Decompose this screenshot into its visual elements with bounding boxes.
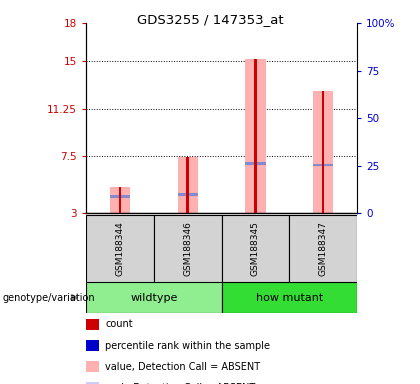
Bar (110, 187, 130, 213)
Text: percentile rank within the sample: percentile rank within the sample (105, 341, 270, 351)
Bar (254, 58, 257, 213)
Bar (110, 195, 130, 198)
Text: GSM188347: GSM188347 (319, 221, 328, 276)
Bar (86, 340, 99, 351)
Bar (313, 164, 333, 166)
Text: rank, Detection Call = ABSENT: rank, Detection Call = ABSENT (105, 383, 255, 384)
Bar (86, 282, 222, 313)
Bar (322, 91, 325, 213)
Bar (222, 215, 289, 282)
Bar (154, 215, 222, 282)
Bar (313, 91, 333, 213)
Text: wildtype: wildtype (130, 293, 178, 303)
Bar (86, 319, 99, 330)
Text: genotype/variation: genotype/variation (2, 293, 95, 303)
Bar (118, 187, 121, 213)
Bar (245, 162, 265, 165)
Text: GSM188346: GSM188346 (183, 221, 192, 276)
Bar (178, 157, 198, 213)
Text: how mutant: how mutant (256, 293, 323, 303)
Bar (245, 58, 265, 213)
Text: GDS3255 / 147353_at: GDS3255 / 147353_at (136, 13, 284, 26)
Text: GSM188344: GSM188344 (116, 221, 124, 276)
Text: value, Detection Call = ABSENT: value, Detection Call = ABSENT (105, 362, 260, 372)
Bar (222, 282, 357, 313)
Bar (86, 382, 99, 384)
Bar (86, 215, 154, 282)
Bar (86, 361, 99, 372)
Bar (178, 193, 198, 195)
Text: count: count (105, 319, 133, 329)
Bar (186, 157, 189, 213)
Bar (289, 215, 357, 282)
Text: GSM188345: GSM188345 (251, 221, 260, 276)
